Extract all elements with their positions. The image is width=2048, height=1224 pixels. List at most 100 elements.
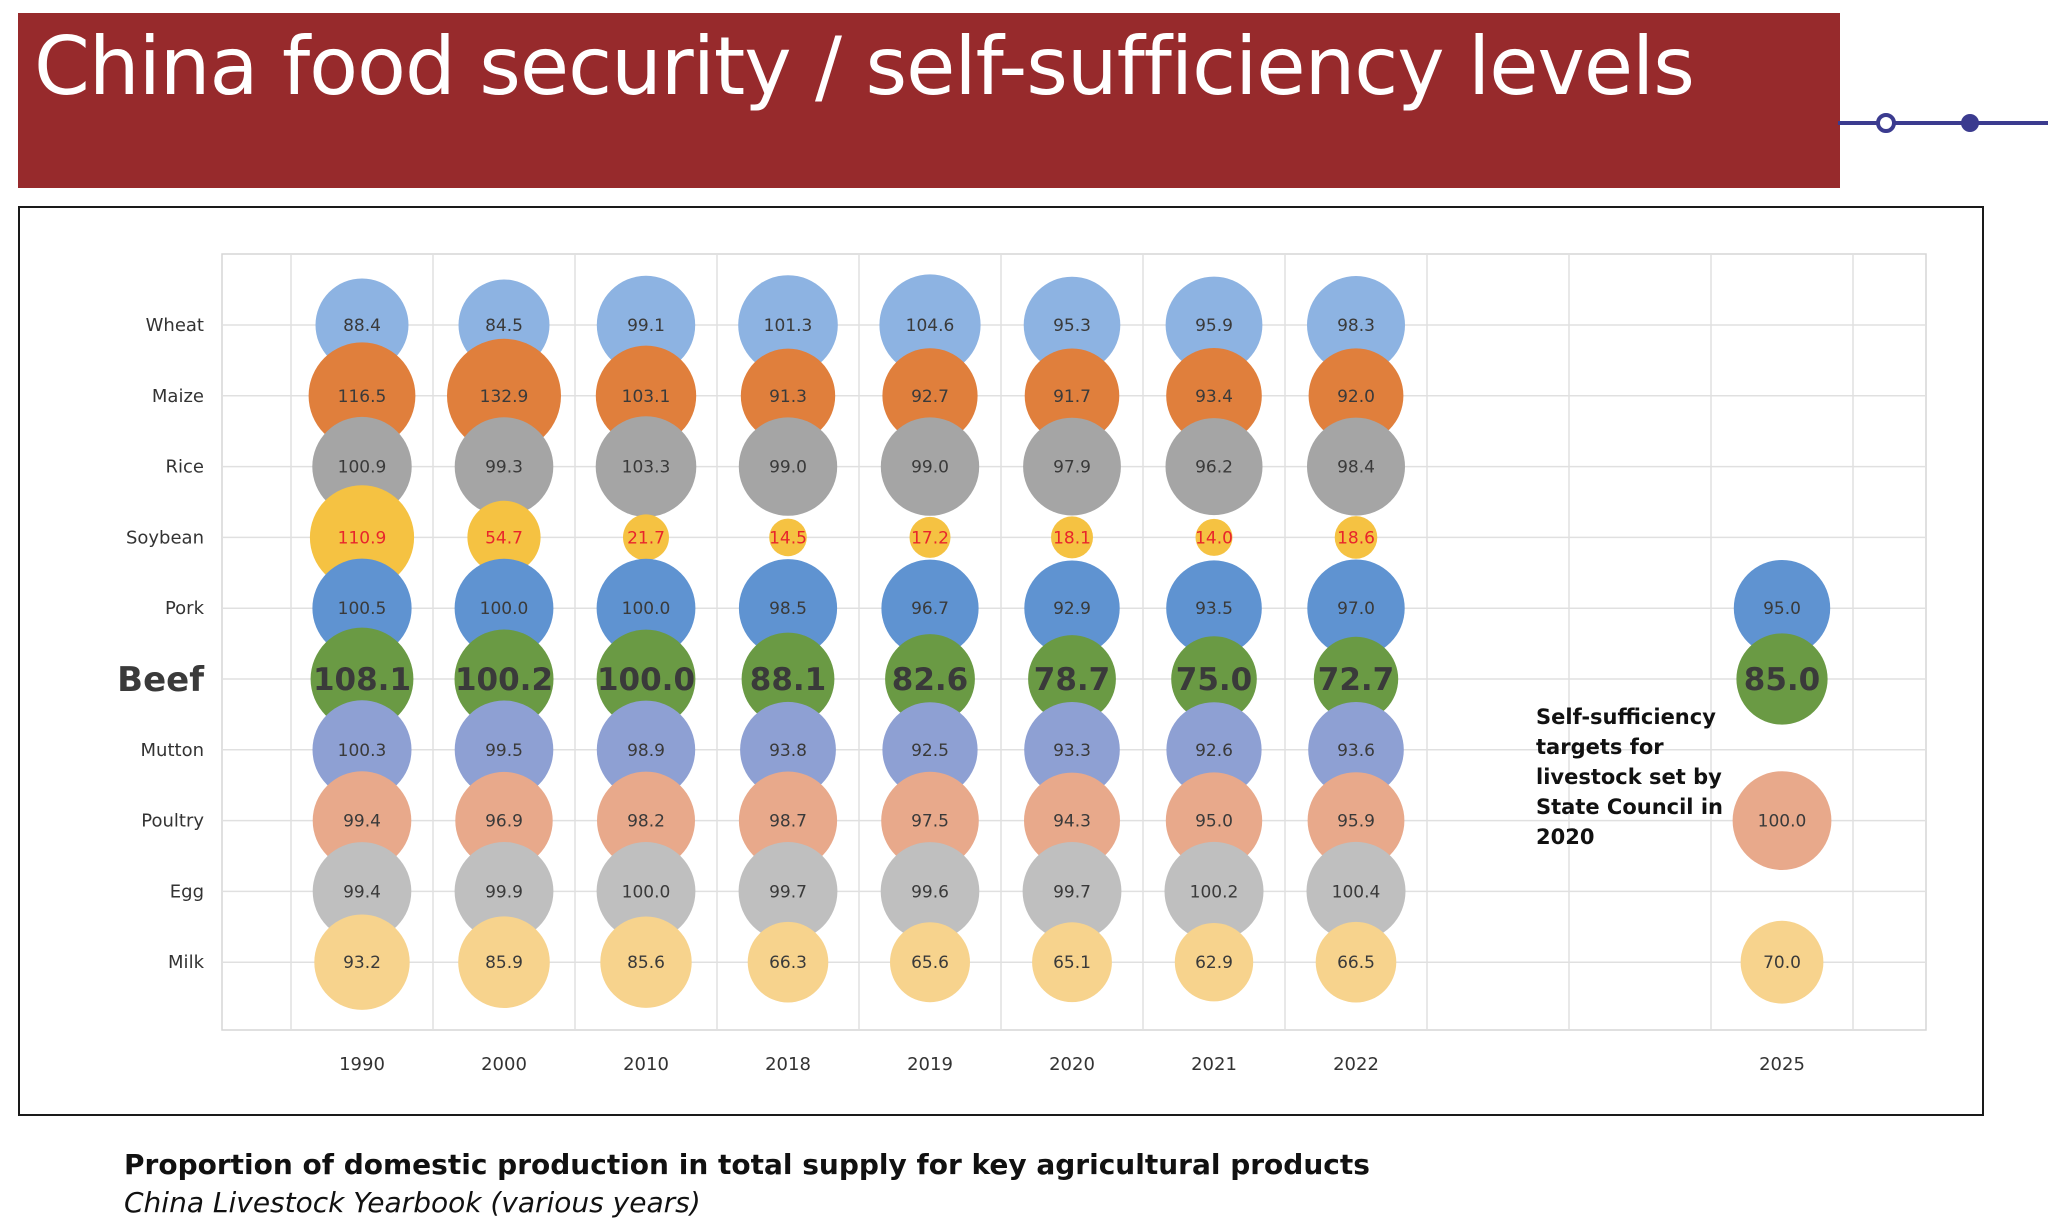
data-label-mutton-2020: 93.3: [1053, 741, 1091, 761]
y-tick-wheat: Wheat: [146, 315, 204, 336]
bubble-pork-2010: [596, 558, 696, 658]
data-label-milk-2018: 66.3: [769, 953, 807, 973]
bubble-poultry-2010: [597, 771, 695, 870]
data-label-poultry-1990: 99.4: [343, 812, 381, 832]
data-label-soybean-2018: 14.5: [769, 528, 807, 548]
data-label-milk-2010: 85.6: [627, 953, 665, 973]
data-label-milk-2025: 70.0: [1763, 953, 1801, 973]
data-label-egg-2022: 100.4: [1332, 882, 1381, 902]
data-label-poultry-2018: 98.7: [769, 812, 807, 832]
bubble-mutton-2022: [1308, 702, 1404, 798]
y-tick-rice: Rice: [166, 457, 204, 478]
bubble-pork-1990: [312, 558, 412, 658]
data-label-mutton-2019: 92.5: [911, 741, 949, 761]
bubble-soybean-2020: [1051, 516, 1093, 559]
data-label-pork-2021: 93.5: [1195, 599, 1233, 619]
bubble-rice-2018: [738, 417, 838, 516]
data-label-wheat-2019: 104.6: [906, 316, 955, 336]
data-label-egg-2019: 99.6: [911, 882, 949, 902]
data-label-soybean-2021: 14.0: [1195, 528, 1233, 548]
data-label-poultry-2020: 94.3: [1053, 812, 1091, 832]
data-label-maize-2010: 103.1: [622, 387, 671, 407]
data-label-poultry-2019: 97.5: [911, 812, 949, 832]
data-label-beef-2022: 72.7: [1318, 662, 1395, 698]
bubble-milk-2018: [747, 921, 829, 1003]
data-label-mutton-2010: 98.9: [627, 741, 665, 761]
bubble-wheat-2019: [879, 274, 981, 376]
data-label-egg-2000: 99.9: [485, 882, 523, 902]
bubble-milk-2010: [600, 916, 692, 1008]
data-label-milk-1990: 93.2: [343, 953, 381, 973]
data-label-mutton-2021: 92.6: [1195, 741, 1233, 761]
y-tick-maize: Maize: [152, 386, 204, 407]
data-label-egg-2021: 100.2: [1190, 882, 1239, 902]
bubble-egg-1990: [312, 842, 412, 941]
bubble-wheat-2018: [738, 275, 838, 375]
timeline-node-open: [1876, 113, 1896, 133]
data-label-maize-2020: 91.7: [1053, 387, 1091, 407]
x-tick-2019: 2019: [907, 1054, 953, 1075]
data-label-maize-2022: 92.0: [1337, 387, 1375, 407]
title-banner: China food security / self-sufficiency l…: [18, 13, 1840, 188]
bubble-maize-1990: [308, 342, 416, 450]
bubble-mutton-2019: [882, 702, 978, 798]
annotation-targets: Self-sufficiency targets for livestock set…: [1536, 705, 1723, 849]
bubble-mutton-2021: [1166, 702, 1262, 798]
y-tick-mutton: Mutton: [141, 740, 204, 761]
bubble-milk-1990: [314, 914, 410, 1010]
bubble-beef-2025: [1736, 633, 1828, 725]
bubble-pork-2022: [1307, 559, 1405, 657]
data-label-beef-2021: 75.0: [1176, 662, 1253, 698]
chart-caption: Proportion of domestic production in tot…: [124, 1148, 1370, 1181]
data-label-soybean-2000: 54.7: [485, 528, 523, 548]
data-label-rice-2021: 96.2: [1195, 458, 1233, 478]
data-label-soybean-2022: 18.6: [1337, 528, 1375, 548]
bubble-egg-2010: [596, 842, 696, 941]
timeline-decoration: [1838, 113, 2048, 133]
timeline-node-filled: [1961, 114, 1979, 132]
data-label-beef-2025: 85.0: [1744, 662, 1821, 698]
data-label-milk-2000: 85.9: [485, 953, 523, 973]
plot-area: [221, 253, 1927, 1031]
data-label-poultry-2010: 98.2: [627, 812, 665, 832]
data-label-rice-2019: 99.0: [911, 458, 949, 478]
bubble-maize-2019: [882, 348, 978, 444]
data-label-pork-2000: 100.0: [480, 599, 529, 619]
data-label-rice-2000: 99.3: [485, 458, 523, 478]
data-label-soybean-2010: 21.7: [627, 528, 665, 548]
data-label-poultry-2025: 100.0: [1758, 812, 1807, 832]
x-tick-2018: 2018: [765, 1054, 811, 1075]
bubble-mutton-2010: [596, 700, 696, 799]
x-tick-2025: 2025: [1759, 1054, 1805, 1075]
data-label-poultry-2000: 96.9: [485, 812, 523, 832]
bubble-maize-2000: [447, 338, 561, 453]
bubble-pork-2025: [1733, 560, 1831, 657]
bubble-poultry-2022: [1307, 772, 1405, 869]
data-label-rice-2018: 99.0: [769, 458, 807, 478]
bubble-poultry-1990: [312, 771, 412, 870]
x-tick-2021: 2021: [1191, 1054, 1237, 1075]
y-tick-egg: Egg: [170, 881, 204, 902]
y-tick-milk: Milk: [168, 952, 205, 973]
bubble-mutton-2020: [1024, 702, 1120, 798]
x-tick-1990: 1990: [339, 1054, 385, 1075]
data-label-wheat-1990: 88.4: [343, 316, 381, 336]
bubble-poultry-2025: [1732, 771, 1832, 870]
bubble-soybean-2021: [1195, 518, 1233, 556]
bubble-beef-1990: [310, 627, 414, 731]
data-label-milk-2019: 65.6: [911, 953, 949, 973]
data-label-mutton-2018: 93.8: [769, 741, 807, 761]
y-tick-soybean: Soybean: [126, 527, 204, 548]
bubble-rice-1990: [312, 416, 412, 517]
data-label-maize-2021: 93.4: [1195, 387, 1233, 407]
x-tick-2020: 2020: [1049, 1054, 1095, 1075]
data-label-pork-1990: 100.5: [338, 599, 387, 619]
bubble-poultry-2021: [1165, 772, 1263, 869]
bubble-beef-2000: [454, 629, 554, 729]
data-label-wheat-2000: 84.5: [485, 316, 523, 336]
data-label-milk-2020: 65.1: [1053, 953, 1091, 973]
data-label-wheat-2022: 98.3: [1337, 316, 1375, 336]
data-label-mutton-1990: 100.3: [338, 741, 387, 761]
bubble-beef-2019: [885, 634, 975, 724]
data-label-soybean-2019: 17.2: [911, 528, 949, 548]
